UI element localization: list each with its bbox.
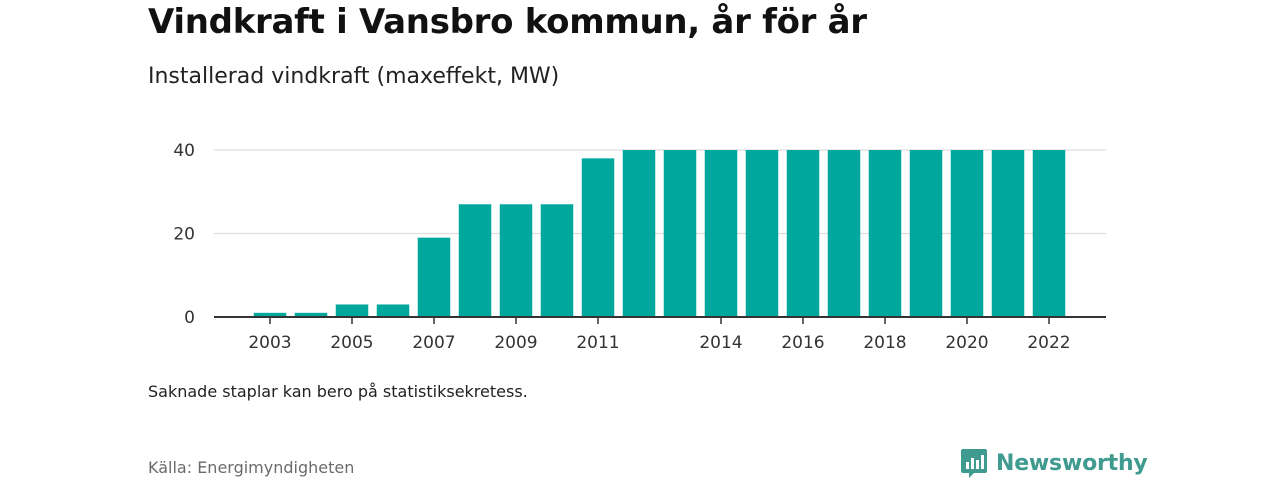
bar-2014 [704, 150, 738, 317]
x-tick-label: 2009 [494, 333, 537, 353]
x-tick-label: 2003 [248, 333, 291, 353]
newsworthy-logo-icon [961, 449, 987, 478]
y-tick-label: 0 [184, 308, 195, 328]
bars-layer [253, 150, 1066, 317]
x-tick-label: 2020 [945, 333, 988, 353]
bar-2006 [376, 304, 410, 317]
brand-name: Newsworthy [996, 450, 1148, 476]
bar-2021 [991, 150, 1025, 317]
bar-2012 [622, 150, 656, 317]
x-tick-label: 2007 [412, 333, 455, 353]
bar-2011 [581, 158, 615, 317]
x-tick-label: 2005 [330, 333, 373, 353]
bar-2022 [1032, 150, 1066, 317]
bar-2007 [417, 237, 451, 317]
bar-2020 [950, 150, 984, 317]
bar-2010 [540, 204, 574, 317]
source-text: Källa: Energimyndigheten [148, 458, 355, 477]
bar-2009 [499, 204, 533, 317]
bar-2013 [663, 150, 697, 317]
bar-2008 [458, 204, 492, 317]
bar-2015 [745, 150, 779, 317]
bar-2018 [868, 150, 902, 317]
x-tick-label: 2011 [576, 333, 619, 353]
bar-2003 [253, 312, 287, 317]
y-tick-label: 20 [173, 225, 195, 245]
y-tick-label: 40 [173, 141, 195, 161]
axis-layer: 0 20 40 2003 2005 2007 2009 2011 2014 2016 2018 202… [173, 141, 1106, 353]
x-tick-label: 2018 [863, 333, 906, 353]
chart-subtitle: Installerad vindkraft (maxeffekt, MW) [148, 64, 560, 89]
brand-logo: Newsworthy [960, 446, 1148, 480]
bar-2017 [827, 150, 861, 317]
bar-chart: 0 20 40 2003 2005 2007 2009 2011 2014 2016 2018 202… [173, 141, 1106, 353]
x-tick-label: 2016 [781, 333, 824, 353]
bar-2016 [786, 150, 820, 317]
bar-2019 [909, 150, 943, 317]
bar-2005 [335, 304, 369, 317]
chart-title: Vindkraft i Vansbro kommun, år för år [148, 2, 867, 42]
x-tick-label: 2014 [699, 333, 742, 353]
bar-2004 [294, 312, 328, 317]
chart-note: Saknade staplar kan bero på statistiksek… [148, 382, 528, 401]
x-tick-label: 2022 [1027, 333, 1070, 353]
